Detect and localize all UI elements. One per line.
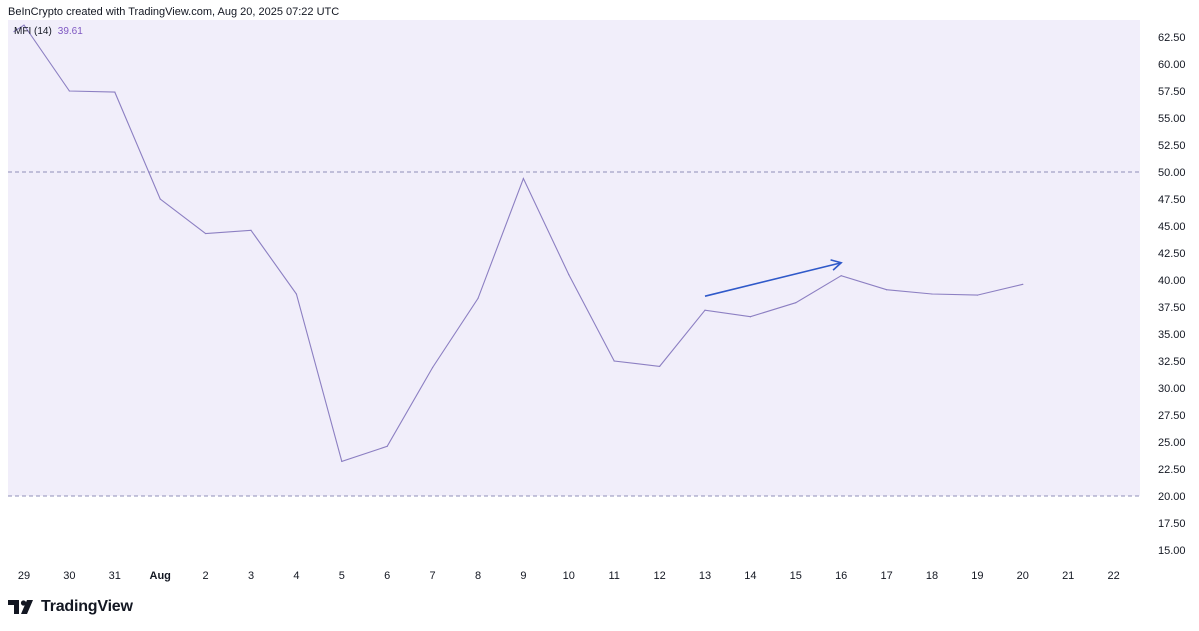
y-tick-label: 50.00 [1158,167,1186,179]
x-tick-label: 11 [608,570,619,582]
x-tick-label: 6 [384,570,390,582]
x-tick-label: 19 [971,570,983,582]
y-axis: 62.50 60.00 57.50 55.00 52.50 50.00 47.50 45.00… [1158,32,1186,557]
x-tick-label: 13 [699,570,711,582]
x-tick-label: 20 [1017,570,1029,582]
indicator-legend[interactable]: MFI (14) 39.61 [14,26,83,37]
y-tick-label: 57.50 [1158,86,1186,98]
y-tick-label: 25.00 [1158,437,1186,449]
tradingview-wordmark: TradingView [41,598,133,615]
x-tick-label: 22 [1107,570,1119,582]
mfi-point [114,91,116,93]
y-tick-label: 32.50 [1158,356,1186,368]
y-tick-label: 62.50 [1158,32,1186,44]
mfi-points [13,24,1024,463]
x-tick-label: Aug [150,570,171,582]
x-tick-label: 3 [248,570,254,582]
y-tick-label: 42.50 [1158,248,1186,260]
x-tick-label: 17 [880,570,892,582]
x-tick-label: 9 [520,570,526,582]
trend-arrow-annotation [704,259,843,297]
mfi-point [840,275,842,277]
y-tick-label: 35.00 [1158,329,1186,341]
y-tick-label: 15.00 [1158,545,1186,557]
x-tick-label: 31 [109,570,121,582]
mfi-point [931,293,933,295]
x-tick-label: 15 [790,570,802,582]
x-tick-label: 18 [926,570,938,582]
mfi-point [68,90,70,92]
x-tick-label: 8 [475,570,481,582]
trend-arrow-head [830,259,843,271]
tradingview-logo[interactable]: TradingView [8,598,133,616]
x-tick-label: 10 [563,570,575,582]
y-tick-label: 40.00 [1158,275,1186,287]
x-tick-label: 7 [430,570,436,582]
y-tick-label: 30.00 [1158,383,1186,395]
y-tick-label: 27.50 [1158,410,1186,422]
y-tick-label: 55.00 [1158,113,1186,125]
x-axis: 29 30 31 Aug 2 3 4 5 6 7 8 9 10 11 12 13 14 15 16 17 18 19 20 2… [18,570,1120,582]
mfi-point [522,177,525,180]
mfi-point [432,366,434,369]
mfi-point [568,274,570,276]
mfi-point [659,365,661,367]
y-tick-label: 47.50 [1158,194,1186,206]
mfi-point [13,31,15,33]
x-tick-label: 29 [18,570,30,582]
mfi-point [341,460,343,463]
mfi-point [250,229,252,231]
x-tick-label: 5 [339,570,345,582]
y-tick-label: 20.00 [1158,491,1186,503]
mfi-point [1022,283,1024,285]
y-tick-label: 45.00 [1158,221,1186,233]
tradingview-logo-icon [8,600,33,614]
mfi-point [477,297,479,299]
mfi-point [795,302,797,304]
y-tick-label: 37.50 [1158,302,1186,314]
x-tick-label: 30 [63,570,75,582]
y-tick-label: 17.50 [1158,518,1186,530]
y-tick-label: 52.50 [1158,140,1186,152]
mfi-point [386,445,388,447]
x-tick-label: 4 [293,570,299,582]
mfi-band [8,20,1140,496]
mfi-point [205,232,207,235]
mfi-point [295,293,297,295]
chart-attribution: BeInCrypto created with TradingView.com,… [8,6,340,18]
mfi-point [159,198,161,200]
y-tick-label: 22.50 [1158,464,1186,476]
legend-value: 39.61 [57,26,83,37]
legend-name: MFI (14) [14,26,52,37]
x-tick-label: 14 [744,570,756,582]
x-tick-label: 21 [1062,570,1074,582]
x-tick-label: 16 [835,570,847,582]
x-tick-label: 2 [203,570,209,582]
mfi-point [704,309,706,311]
mfi-point [886,289,888,291]
mfi-point [976,294,979,296]
trend-arrow-shaft [704,261,842,297]
y-tick-label: 60.00 [1158,59,1186,71]
mfi-series-line [13,24,1023,463]
mfi-point [23,24,25,26]
mfi-point [613,360,615,362]
mfi-point [749,316,752,318]
x-tick-label: 12 [653,570,665,582]
